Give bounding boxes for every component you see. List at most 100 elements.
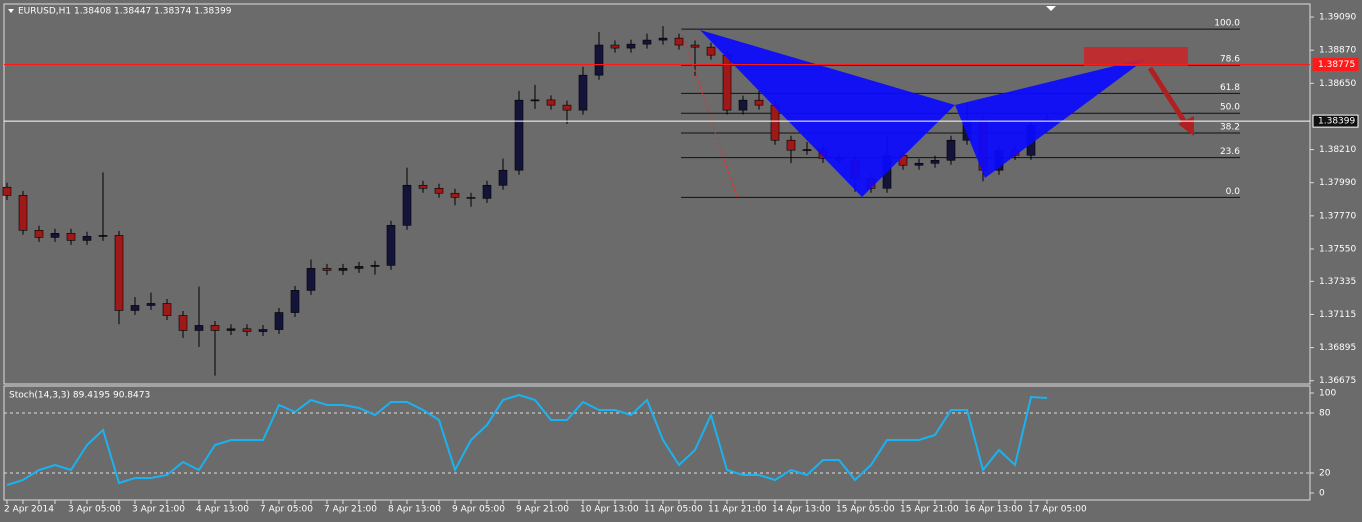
chart-title: EURUSD,H1 1.38408 1.38447 1.38374 1.3839… xyxy=(18,7,232,17)
y-tick-label: 1.38210 xyxy=(1319,145,1356,155)
candle-body xyxy=(914,162,924,166)
candle-body xyxy=(594,44,604,76)
candle-body xyxy=(34,229,44,238)
candle-body xyxy=(930,159,940,164)
y-tick-label: 100 xyxy=(1319,389,1336,399)
candle-body xyxy=(770,104,780,141)
candle-body xyxy=(802,149,812,151)
candle-body xyxy=(226,328,236,331)
x-tick-label: 7 Apr 21:00 xyxy=(324,505,377,515)
candle-body xyxy=(578,74,588,111)
pattern-xab xyxy=(700,30,955,197)
candle-body xyxy=(786,139,796,151)
candle-body xyxy=(450,192,460,198)
y-tick-label: 1.36675 xyxy=(1319,376,1356,386)
x-tick-label: 3 Apr 21:00 xyxy=(132,505,185,515)
candle-body xyxy=(66,233,76,241)
menu-marker xyxy=(8,9,14,13)
candles xyxy=(2,26,1052,376)
candle-body xyxy=(434,187,444,194)
candle-body xyxy=(274,312,284,330)
candle-body xyxy=(210,325,220,331)
fib-label: 0.0 xyxy=(1226,187,1241,197)
candle-body xyxy=(658,37,668,41)
arrow-shaft xyxy=(1147,66,1189,126)
price-tag xyxy=(1312,57,1359,71)
stoch-line xyxy=(6,393,1048,486)
fib-label: 100.0 xyxy=(1214,19,1240,29)
x-tick-label: 9 Apr 05:00 xyxy=(452,505,505,515)
y-tick-label: 20 xyxy=(1319,469,1331,479)
pattern-bcd xyxy=(955,58,1147,178)
candle-body xyxy=(18,195,28,231)
x-tick-label: 3 Apr 05:00 xyxy=(68,505,121,515)
candle-body xyxy=(98,235,108,237)
candle-body xyxy=(690,44,700,48)
shift-marker xyxy=(1046,6,1056,11)
y-tick-label: 1.37115 xyxy=(1319,310,1356,320)
candle-body xyxy=(82,236,92,241)
y-tick-label: 80 xyxy=(1319,409,1331,419)
candle-body xyxy=(946,139,956,161)
candle-body xyxy=(258,329,268,332)
candle-body xyxy=(162,303,172,316)
candle-body xyxy=(338,268,348,271)
candle-body xyxy=(114,235,124,311)
y-tick-label: 1.38870 xyxy=(1319,46,1356,56)
y-tick-label: 0 xyxy=(1319,489,1325,499)
candle-body xyxy=(418,184,428,189)
x-tick-label: 11 Apr 05:00 xyxy=(644,505,703,515)
candle-body xyxy=(50,233,60,238)
x-tick-label: 15 Apr 05:00 xyxy=(836,505,895,515)
candle-body xyxy=(738,99,748,111)
candle-body xyxy=(386,225,396,266)
candle-body xyxy=(562,104,572,111)
fib-label: 50.0 xyxy=(1220,103,1240,113)
candle-body xyxy=(370,265,380,267)
candle-body xyxy=(530,99,540,102)
x-tick-label: 14 Apr 13:00 xyxy=(772,505,831,515)
candle-body xyxy=(610,44,620,49)
y-tick-label: 1.36895 xyxy=(1319,343,1356,353)
candle-body xyxy=(674,37,684,46)
candle-body xyxy=(306,268,316,291)
stoch-frame xyxy=(3,385,1311,501)
y-tick-label: 1.37990 xyxy=(1319,178,1356,188)
x-tick-label: 11 Apr 21:00 xyxy=(708,505,767,515)
candle-body xyxy=(322,268,332,271)
price-tag-label: 1.38399 xyxy=(1318,117,1355,127)
candle-body xyxy=(482,184,492,199)
y-tick-label: 1.37335 xyxy=(1319,277,1356,287)
candle-body xyxy=(2,186,12,196)
fib-label: 38.2 xyxy=(1220,123,1240,133)
y-tick-label: 1.38650 xyxy=(1319,79,1356,89)
x-tick-label: 10 Apr 13:00 xyxy=(580,505,639,515)
candle-body xyxy=(130,305,140,311)
x-tick-label: 2 Apr 2014 xyxy=(4,505,54,515)
y-tick-label: 1.37770 xyxy=(1319,211,1356,221)
y-tick-label: 1.39090 xyxy=(1319,13,1356,23)
fib-label: 78.6 xyxy=(1220,55,1240,65)
candle-body xyxy=(722,54,732,111)
candle-body xyxy=(754,99,764,106)
target-zone xyxy=(1084,47,1188,66)
candle-body xyxy=(498,169,508,186)
fib-label: 23.6 xyxy=(1220,147,1240,157)
candle-body xyxy=(194,325,204,331)
x-tick-label: 4 Apr 13:00 xyxy=(196,505,249,515)
candle-body xyxy=(402,184,412,226)
candle-body xyxy=(466,197,476,199)
price-tag xyxy=(1312,114,1359,128)
candle-body xyxy=(146,303,156,306)
x-tick-label: 17 Apr 05:00 xyxy=(1028,505,1087,515)
candle-body xyxy=(354,266,364,269)
x-tick-label: 15 Apr 21:00 xyxy=(900,505,959,515)
x-tick-label: 16 Apr 13:00 xyxy=(964,505,1023,515)
stoch-title: Stoch(14,3,3) 89.4195 90.8473 xyxy=(9,391,150,401)
candle-body xyxy=(290,290,300,313)
candle-body xyxy=(242,328,252,332)
candle-body xyxy=(514,99,524,171)
x-tick-label: 8 Apr 13:00 xyxy=(388,505,441,515)
